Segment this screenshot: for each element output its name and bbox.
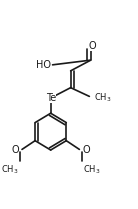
Text: O: O [11,145,19,155]
Text: CH$_3$: CH$_3$ [1,163,18,176]
Text: Te: Te [46,93,56,103]
Text: O: O [83,145,90,155]
Text: CH$_3$: CH$_3$ [94,91,112,104]
Text: O: O [88,42,96,51]
Text: HO: HO [36,60,51,70]
Text: CH$_3$: CH$_3$ [83,163,101,176]
